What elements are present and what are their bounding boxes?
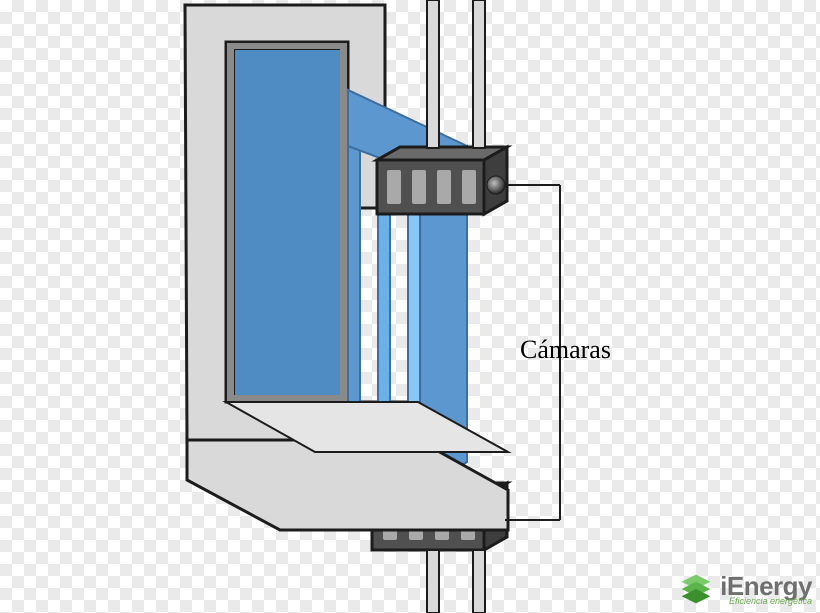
profile-top-right [473,0,485,148]
profile-top-left [427,0,439,148]
glass-interior-rect [235,50,340,395]
camaras-label: Cámaras [520,335,611,365]
logo-name: iEnergy [720,573,812,599]
glazing-diagram [0,0,820,613]
logo-tagline: Eficiencia energética [729,597,812,606]
profile-bottom-right [473,550,485,613]
logo-icon [678,571,714,607]
logo: iEnergy Eficiencia energética [678,571,812,607]
profile-bottom-left [427,550,439,613]
spacer-top [377,147,507,214]
